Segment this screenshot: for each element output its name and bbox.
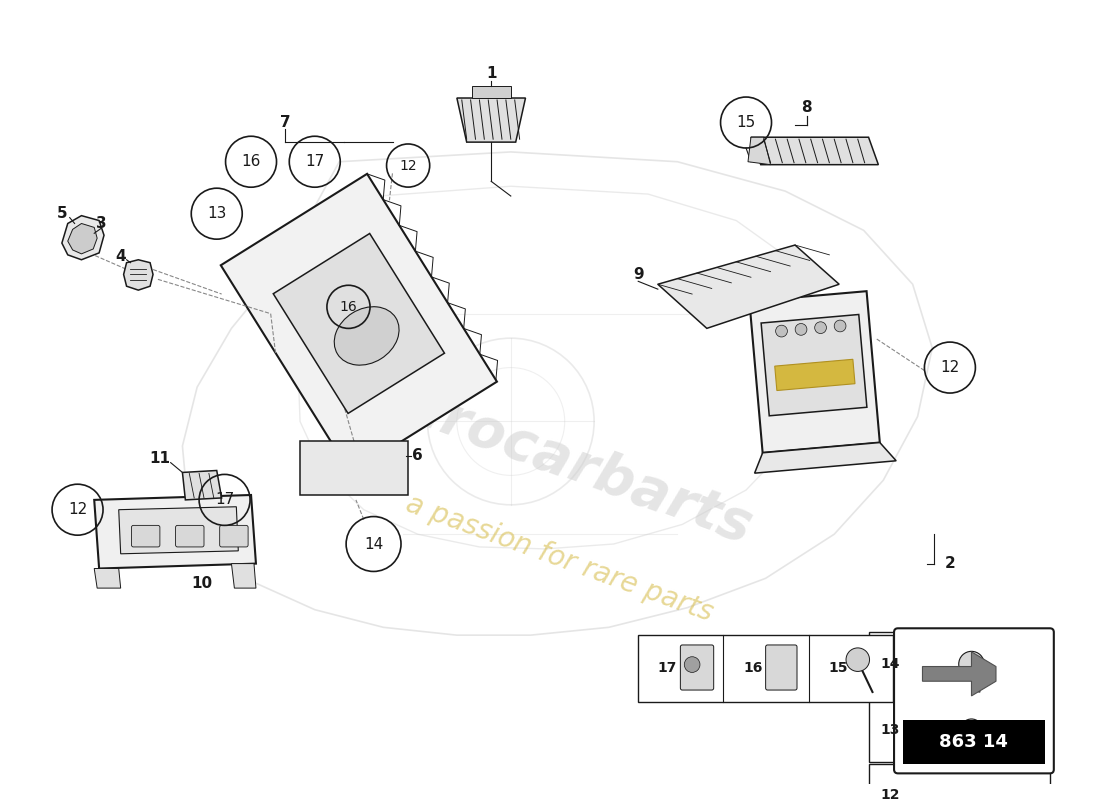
Text: 14: 14 [880, 657, 900, 671]
Text: 2: 2 [945, 556, 955, 571]
FancyBboxPatch shape [220, 526, 249, 547]
Polygon shape [68, 223, 97, 254]
Bar [903, 721, 1045, 763]
Text: 12: 12 [940, 360, 959, 375]
Text: 14: 14 [364, 537, 383, 551]
Text: 12: 12 [399, 158, 417, 173]
Polygon shape [273, 234, 444, 414]
Text: 16: 16 [241, 154, 261, 170]
Text: 12: 12 [880, 789, 900, 800]
Text: 4: 4 [116, 250, 127, 264]
FancyBboxPatch shape [176, 526, 204, 547]
Polygon shape [755, 442, 896, 473]
Circle shape [776, 326, 788, 337]
Text: 15: 15 [736, 115, 756, 130]
Polygon shape [95, 569, 121, 588]
FancyBboxPatch shape [766, 645, 797, 690]
Polygon shape [221, 174, 497, 473]
Circle shape [795, 323, 807, 335]
Text: 17: 17 [214, 492, 234, 507]
Polygon shape [183, 470, 221, 500]
Text: 9: 9 [632, 267, 644, 282]
Circle shape [834, 320, 846, 332]
Text: 863 14: 863 14 [939, 733, 1009, 751]
Text: 15: 15 [828, 662, 848, 675]
Text: eurocarbarts: eurocarbarts [361, 366, 759, 555]
Polygon shape [231, 564, 256, 588]
Circle shape [960, 719, 982, 741]
Text: 3: 3 [96, 216, 107, 231]
Polygon shape [748, 138, 770, 165]
FancyBboxPatch shape [638, 635, 893, 702]
Text: 17: 17 [658, 662, 678, 675]
Polygon shape [300, 441, 408, 495]
Polygon shape [749, 291, 880, 453]
Polygon shape [923, 652, 996, 696]
Polygon shape [472, 86, 510, 98]
Text: a passion for rare parts: a passion for rare parts [403, 490, 717, 627]
Text: 17: 17 [305, 154, 324, 170]
FancyBboxPatch shape [869, 632, 1049, 696]
Circle shape [846, 648, 869, 671]
FancyBboxPatch shape [681, 645, 714, 690]
Polygon shape [751, 138, 879, 165]
Text: 16: 16 [340, 300, 358, 314]
Text: 12: 12 [68, 502, 87, 517]
FancyBboxPatch shape [869, 698, 1049, 762]
Text: 5: 5 [56, 206, 67, 221]
Text: 13: 13 [207, 206, 227, 221]
FancyBboxPatch shape [894, 628, 1054, 774]
Text: 6: 6 [412, 448, 424, 463]
Circle shape [959, 651, 985, 677]
Circle shape [684, 657, 700, 673]
Polygon shape [761, 314, 867, 416]
Text: 8: 8 [802, 100, 812, 115]
Circle shape [962, 786, 980, 800]
Text: 10: 10 [191, 576, 212, 590]
Polygon shape [456, 98, 526, 142]
FancyBboxPatch shape [132, 526, 160, 547]
FancyBboxPatch shape [869, 763, 1049, 800]
Polygon shape [658, 245, 839, 328]
Polygon shape [123, 260, 153, 290]
Polygon shape [62, 216, 104, 260]
Polygon shape [95, 495, 256, 569]
Text: 16: 16 [744, 662, 762, 675]
Text: 11: 11 [150, 451, 170, 466]
Text: 13: 13 [880, 722, 900, 737]
Polygon shape [774, 359, 855, 390]
Polygon shape [119, 506, 239, 554]
Text: 7: 7 [280, 115, 290, 130]
Circle shape [815, 322, 826, 334]
Text: 1: 1 [486, 66, 496, 81]
Ellipse shape [334, 306, 399, 365]
